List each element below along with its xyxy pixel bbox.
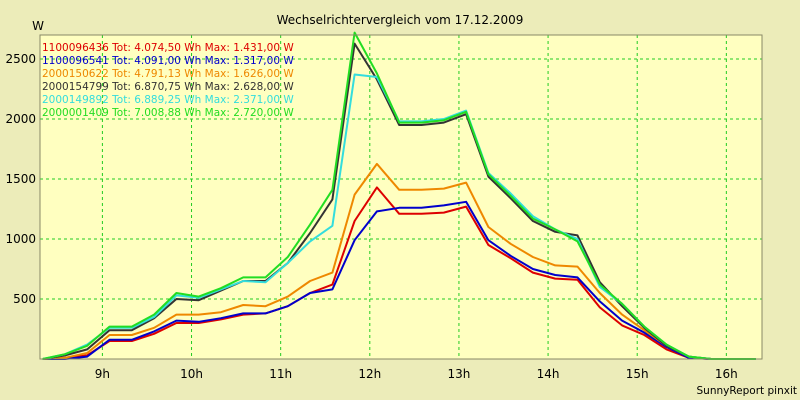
y-tick-label: 500: [13, 292, 36, 306]
x-tick-label: 15h: [626, 367, 649, 381]
legend-entry-2000149892: 2000149892 Tot: 6.889,25 Wh Max: 2.371,0…: [42, 94, 294, 106]
series-line-2000150622: [42, 162, 756, 360]
y-tick-label: 2500: [5, 52, 36, 66]
y-tick-label: 1500: [5, 172, 36, 186]
x-tick-label: 11h: [269, 367, 292, 381]
x-tick-label: 10h: [180, 367, 203, 381]
series-line-2000001409: [42, 31, 756, 360]
x-tick-label: 16h: [715, 367, 738, 381]
legend-entry-2000001409: 2000001409 Tot: 7.008,88 Wh Max: 2.720,0…: [42, 107, 294, 119]
chart-title: Wechselrichtervergleich vom 17.12.2009: [277, 13, 524, 27]
y-tick-label: 1000: [5, 232, 36, 246]
legend-entry-1100096541: 1100096541 Tot: 4.091,00 Wh Max: 1.317,0…: [42, 55, 294, 67]
plot-area: [40, 35, 762, 359]
legend-entry-1100096436: 1100096436 Tot: 4.074,50 Wh Max: 1.431,0…: [42, 42, 294, 54]
plot-border: [39, 34, 763, 360]
x-tick-label: 14h: [537, 367, 560, 381]
x-tick-label: 9h: [95, 367, 110, 381]
y-axis-unit-label: W: [32, 19, 44, 33]
footer-credit: SunnyReport pinxit: [697, 385, 797, 397]
legend-entry-2000150622: 2000150622 Tot: 4.791,13 Wh Max: 1.626,0…: [42, 68, 294, 80]
series-line-1100096541: [42, 200, 756, 360]
x-tick-label: 13h: [448, 367, 471, 381]
series-line-1100096436: [42, 186, 756, 360]
y-tick-label: 2000: [5, 112, 36, 126]
series-line-2000154799: [42, 42, 756, 360]
legend-entry-2000154799: 2000154799 Tot: 6.870,75 Wh Max: 2.628,0…: [42, 81, 294, 93]
x-tick-label: 12h: [358, 367, 381, 381]
